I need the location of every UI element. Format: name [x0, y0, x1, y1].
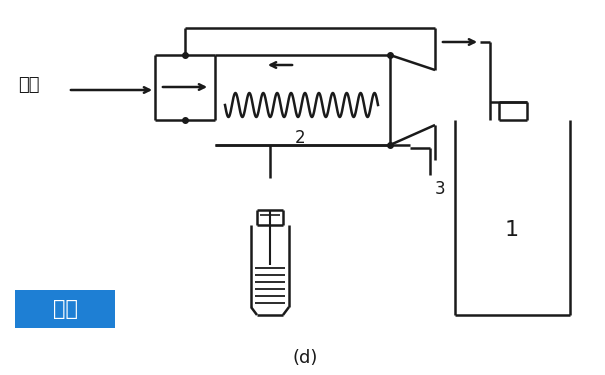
Text: 1: 1 [505, 220, 519, 240]
FancyBboxPatch shape [15, 290, 115, 328]
Text: 载气: 载气 [18, 76, 39, 94]
Text: 3: 3 [435, 180, 446, 198]
Text: 进样: 进样 [53, 299, 77, 319]
Text: 2: 2 [295, 129, 306, 147]
Text: (d): (d) [292, 349, 318, 367]
